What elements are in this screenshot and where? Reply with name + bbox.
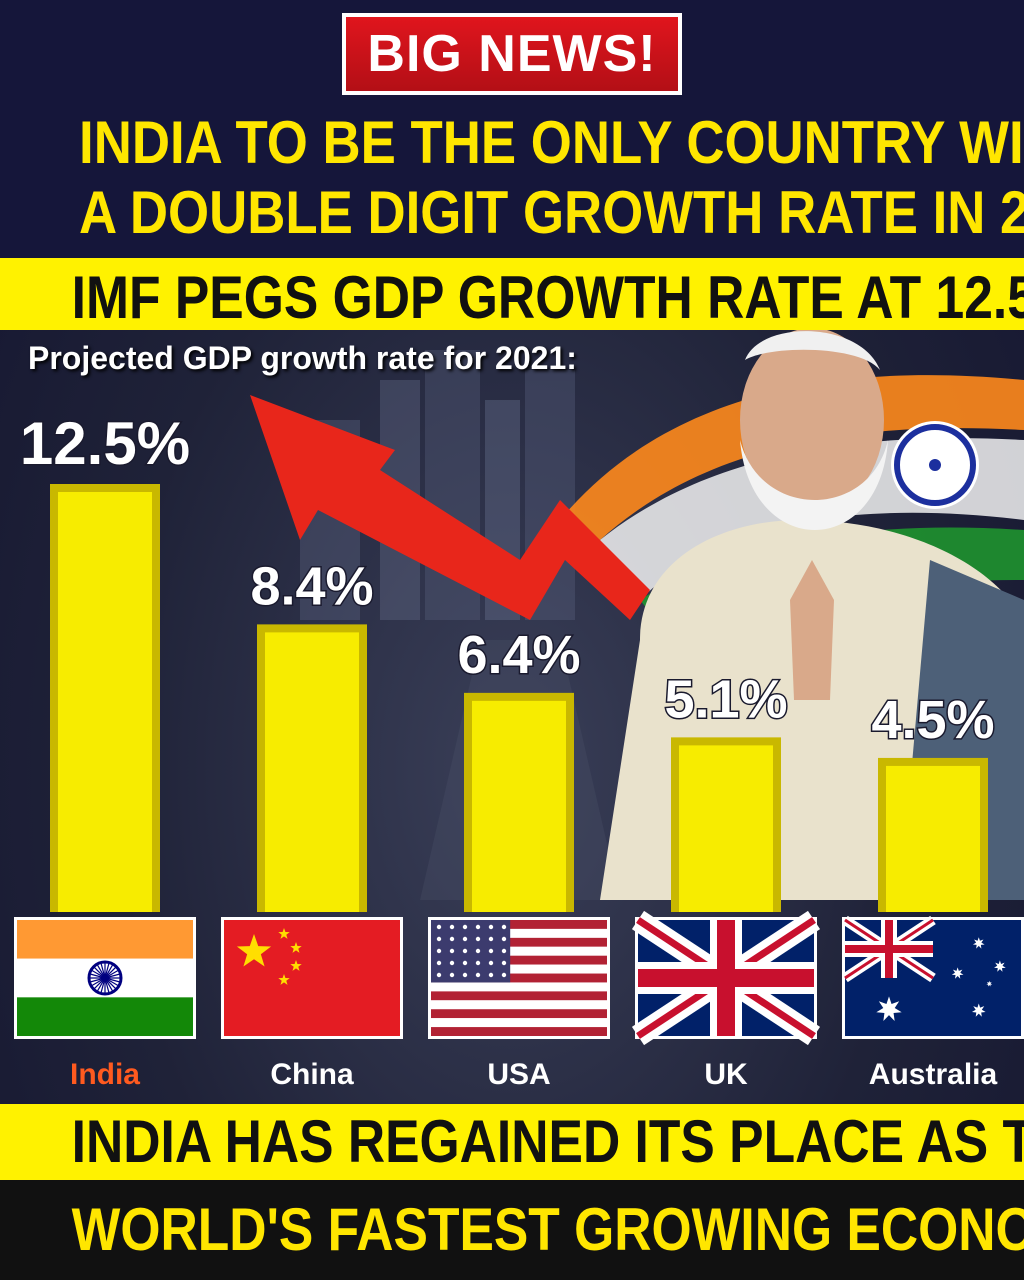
bar-usa xyxy=(464,692,574,912)
headline-line-2: A DOUBLE DIGIT GROWTH RATE IN 2021, xyxy=(79,179,1024,246)
usa-flag-icon xyxy=(428,917,610,1039)
value-label-china: 8.4% xyxy=(250,556,373,616)
category-label-australia: Australia xyxy=(869,1058,998,1091)
uk-flag-icon xyxy=(631,910,821,1046)
chart-title: Projected GDP growth rate for 2021: xyxy=(28,340,577,376)
value-label-india: 12.5% xyxy=(20,410,190,477)
rising-arrow-graphic xyxy=(250,395,650,620)
bar-uk xyxy=(671,737,781,912)
subheadline: IMF PEGS GDP GROWTH RATE AT 12.5% xyxy=(71,264,1024,331)
china-flag-icon xyxy=(221,917,403,1039)
bar-india xyxy=(50,484,160,912)
value-label-uk: 5.1% xyxy=(664,669,787,729)
bottom-line-2: WORLD'S FASTEST GROWING ECONOMY! xyxy=(71,1196,1024,1263)
bottom-line-1: INDIA HAS REGAINED ITS PLACE AS THE xyxy=(71,1108,1024,1175)
category-label-uk: UK xyxy=(704,1058,748,1091)
category-label-china: China xyxy=(270,1058,354,1091)
bar-china xyxy=(257,624,367,912)
value-label-australia: 4.5% xyxy=(871,690,994,750)
category-label-usa: USA xyxy=(487,1058,550,1091)
big-news-badge: BIG NEWS! xyxy=(342,13,682,95)
australia-flag-icon xyxy=(842,915,1024,1039)
subheadline-band xyxy=(0,258,1024,330)
footer-band xyxy=(0,1180,1024,1280)
category-label-india: India xyxy=(70,1058,140,1091)
headline-line-1: INDIA TO BE THE ONLY COUNTRY WITH xyxy=(79,109,1024,176)
bar-australia xyxy=(878,757,988,912)
value-label-usa: 6.4% xyxy=(457,625,580,685)
bottom-band xyxy=(0,1104,1024,1180)
india-flag-icon xyxy=(14,917,196,1039)
